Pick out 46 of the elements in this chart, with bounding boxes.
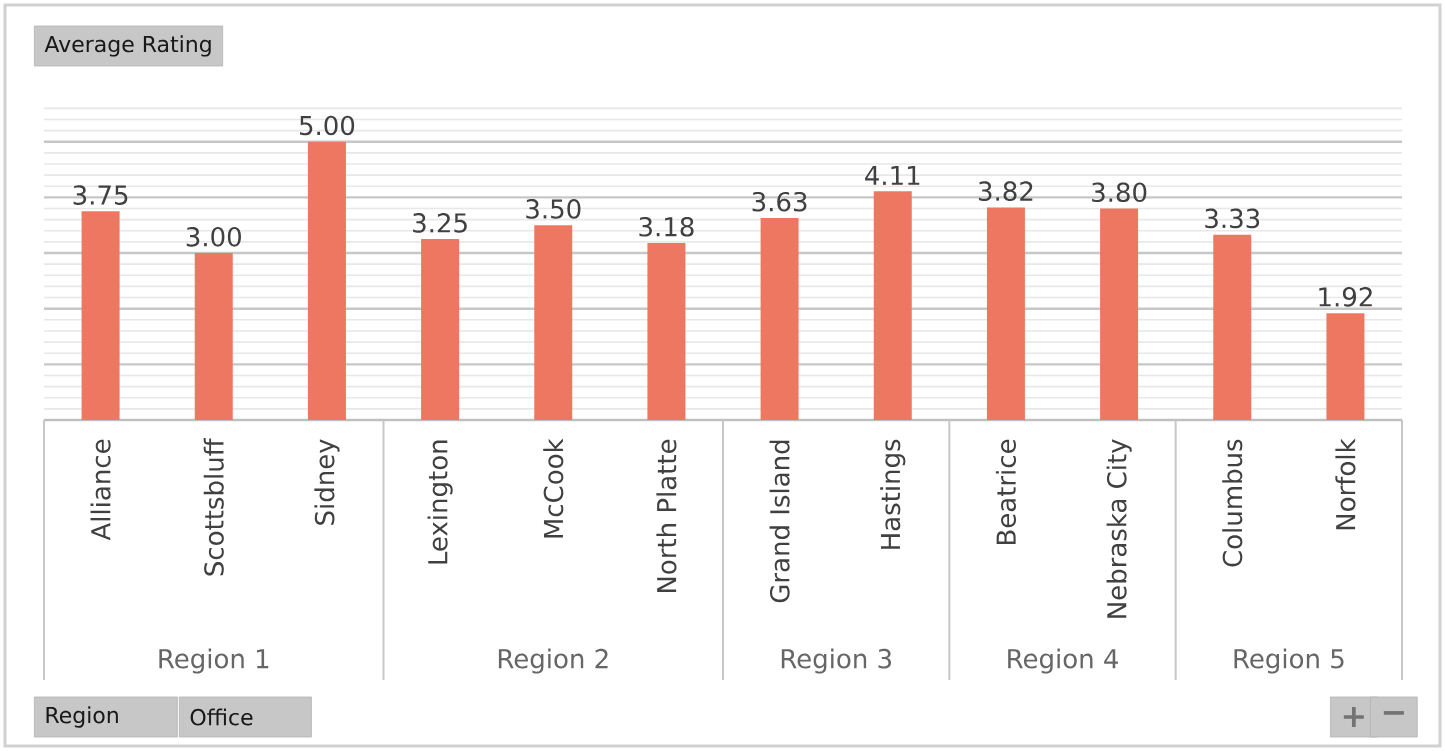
x-tick-label: Alliance: [90, 439, 111, 541]
bar: [647, 243, 686, 420]
x-tick-label: McCook: [543, 438, 564, 538]
x-tick-label: Lexington: [427, 440, 453, 564]
data-label: 3.80: [1092, 182, 1147, 203]
bar: [760, 217, 799, 420]
x-tick-label: Columbus: [1222, 439, 1243, 567]
x-tick-label: Grand Island: [769, 440, 790, 603]
data-label: 3.33: [1205, 208, 1260, 229]
text: +: [1343, 706, 1364, 728]
text: Region 5: [1234, 648, 1344, 674]
bar: [986, 207, 1025, 420]
bar: [421, 239, 460, 420]
chart-title: Average Rating: [44, 35, 211, 57]
x-tick-label: Scottsbluff: [203, 437, 224, 576]
x-tick-label: Hastings: [880, 439, 906, 549]
bar: [307, 141, 346, 420]
data-label: 3.18: [639, 216, 694, 237]
data-label: 5.00: [299, 115, 355, 136]
x-tick-label: Beatrice: [995, 439, 1016, 544]
data-label: 3.63: [752, 191, 807, 212]
x-tick-label: North Platte: [656, 439, 677, 593]
x-tick-label: Sidney: [314, 439, 340, 525]
data-label: 3.50: [526, 199, 581, 219]
bar: [534, 225, 573, 420]
text: Region 4: [1008, 648, 1118, 674]
data-label: 3.00: [186, 226, 241, 247]
text: Region 2: [498, 648, 608, 674]
bar: [873, 191, 912, 420]
bar: [1213, 234, 1252, 420]
text: Office: [190, 708, 253, 726]
text: Region 3: [781, 648, 891, 674]
text: Region: [46, 706, 118, 728]
text: −: [1383, 711, 1404, 715]
bar: [194, 253, 233, 420]
x-tick-label: Nebraska City: [1106, 439, 1132, 618]
text: Region 1: [159, 648, 269, 674]
data-label: 1.92: [1319, 287, 1372, 307]
data-label: 3.75: [73, 185, 128, 205]
bar: [1100, 208, 1139, 420]
data-label: 3.82: [978, 181, 1033, 201]
bar: [81, 211, 120, 420]
bar: [1326, 313, 1365, 420]
x-tick-label: Norfolk: [1335, 438, 1356, 530]
data-label: 4.11: [865, 165, 920, 185]
data-label: 3.25: [413, 213, 467, 233]
